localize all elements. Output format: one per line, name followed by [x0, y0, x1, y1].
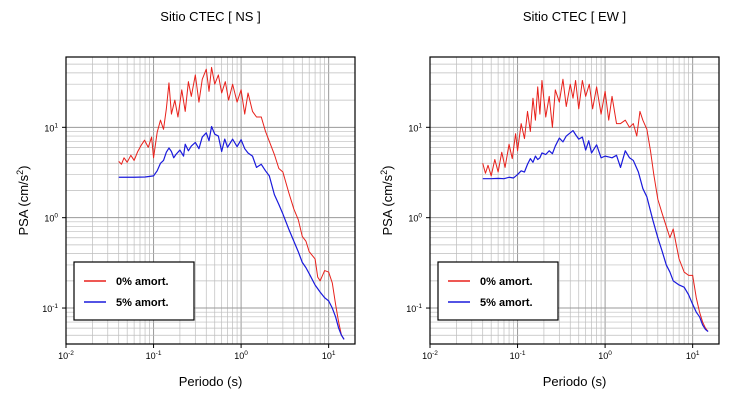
- chart-panel-ns: 10-2 10-1 100 101 10-1 100 101 Sitio CTEC [ NS …: [15, 9, 356, 389]
- x-tick-label: 101: [686, 350, 700, 361]
- y-tick-label: 100: [408, 213, 422, 224]
- plot-frame: [65, 56, 356, 345]
- x-tick-label: 100: [598, 350, 612, 361]
- x-tick-label: 10-1: [146, 350, 162, 361]
- y-tick-label: 101: [44, 122, 58, 133]
- series-line-damping-5: [118, 125, 345, 340]
- y-axis-label: PSA (cm/s2): [15, 165, 31, 235]
- x-tick-label: 10-1: [510, 350, 526, 361]
- plot-frame: [429, 56, 720, 345]
- x-tick-label: 10-2: [58, 350, 74, 361]
- grid: [429, 56, 720, 345]
- legend: 0% amort. 5% amort.: [73, 261, 195, 321]
- legend-label: 5% amort.: [116, 297, 169, 309]
- legend-label: 5% amort.: [480, 297, 533, 309]
- x-axis-label: Periodo (s): [543, 374, 607, 389]
- chart-panel-ew: 10-2 10-1 100 101 10-1 100 101 Sitio CTEC [ EW …: [379, 9, 720, 389]
- series-line-damping-0: [482, 78, 709, 332]
- y-tick-label: 100: [44, 213, 58, 224]
- x-tick-label: 10-2: [422, 350, 438, 361]
- y-tick-label: 10-1: [42, 303, 58, 314]
- y-tick-label: 10-1: [406, 303, 422, 314]
- x-tick-label: 100: [234, 350, 248, 361]
- chart-title: Sitio CTEC [ NS ]: [160, 9, 260, 24]
- series-line-damping-5: [482, 129, 709, 332]
- legend: 0% amort. 5% amort.: [437, 261, 559, 321]
- legend-box: [437, 261, 559, 321]
- legend-label: 0% amort.: [480, 276, 533, 288]
- y-axis-label: PSA (cm/s2): [379, 165, 395, 235]
- chart-title: Sitio CTEC [ EW ]: [523, 9, 626, 24]
- y-tick-label: 101: [408, 122, 422, 133]
- legend-label: 0% amort.: [116, 276, 169, 288]
- legend-box: [73, 261, 195, 321]
- series-line-damping-0: [118, 66, 345, 340]
- x-tick-label: 101: [322, 350, 336, 361]
- x-axis-label: Periodo (s): [179, 374, 243, 389]
